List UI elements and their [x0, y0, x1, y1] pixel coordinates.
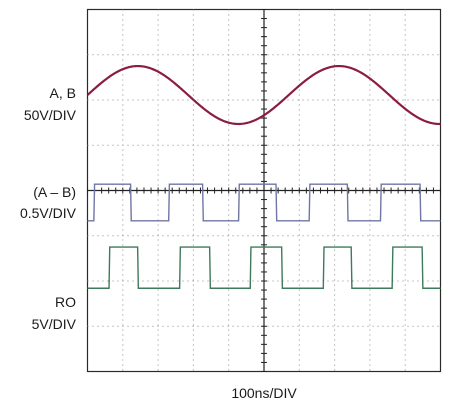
- center-axis-ticks: [87, 9, 441, 372]
- channel-label-ro-name: RO: [55, 294, 76, 310]
- channel-label-diff-scale: 0.5V/DIV: [20, 205, 77, 221]
- channel-labels: A, B 50V/DIV (A – B) 0.5V/DIV RO 5V/DIV: [20, 85, 77, 332]
- traces: [86, 64, 441, 289]
- channel-label-ab-name: A, B: [50, 85, 76, 101]
- trace-ab: [86, 64, 441, 126]
- trace-ro: [87, 246, 441, 289]
- channel-label-ro-scale: 5V/DIV: [32, 316, 77, 332]
- channel-label-ab-scale: 50V/DIV: [24, 107, 77, 123]
- channel-label-diff-name: (A – B): [33, 184, 76, 200]
- x-axis-label: 100ns/DIV: [231, 385, 297, 401]
- trace-diff: [87, 183, 441, 222]
